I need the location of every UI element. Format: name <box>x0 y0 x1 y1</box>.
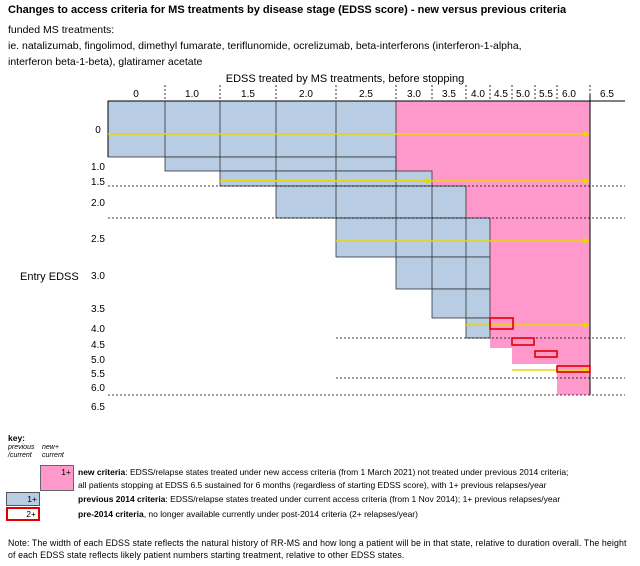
region-previous-block-2 <box>219 170 433 187</box>
key-text-new: : EDSS/relapse states treated under new … <box>125 467 569 477</box>
x-tick-0: 0 <box>133 89 139 100</box>
region-new-criteria <box>396 101 590 395</box>
key-label-previous: previous 2014 criteria <box>78 494 166 504</box>
chart-title: Changes to access criteria for MS treatm… <box>8 4 567 16</box>
x-tick-1.5: 1.5 <box>241 89 255 100</box>
y-tick-1.5: 1.5 <box>91 177 105 188</box>
x-tick-2.0: 2.0 <box>299 89 313 100</box>
key-text-new-2: all patients stopping at EDSS 6.5 sustai… <box>78 480 547 490</box>
key-text-previous: : EDSS/relapse states treated under curr… <box>165 494 561 504</box>
region-previous-block-7 <box>465 317 491 339</box>
x-tick-6.5: 6.5 <box>600 89 614 100</box>
y-tick-6.0: 6.0 <box>91 383 105 394</box>
key-marker-pre2014: 2+ <box>26 509 36 519</box>
x-tick-1.0: 1.0 <box>185 89 199 100</box>
x-tick-2.5: 2.5 <box>359 89 373 100</box>
key-item-previous: previous 2014 criteria: EDSS/relapse sta… <box>78 494 560 504</box>
y-tick-4.0: 4.0 <box>91 324 105 335</box>
region-previous-block-6 <box>431 288 491 319</box>
pre2014-box-2 <box>534 350 558 358</box>
y-tick-1.0: 1.0 <box>91 162 105 173</box>
key-item-pre2014: pre-2014 criteria, no longer available c… <box>78 509 418 519</box>
y-tick-2.0: 2.0 <box>91 198 105 209</box>
x-tick-3.5: 3.5 <box>442 89 456 100</box>
region-previous-block-1 <box>164 156 397 172</box>
arrow-head-2 <box>584 178 590 184</box>
arrow-head-4 <box>584 322 590 328</box>
x-tick-4.5: 4.5 <box>494 89 508 100</box>
key-item-new: new criteria: EDSS/relapse states treate… <box>78 467 568 477</box>
key-swatch-pre2014: 2+ <box>6 507 40 521</box>
pre2014-box-0 <box>489 317 514 330</box>
y-tick-0: 0 <box>95 125 101 136</box>
subtitle-line-3: interferon beta-1-beta), glatiramer acet… <box>8 56 203 68</box>
x-tick-3.0: 3.0 <box>407 89 421 100</box>
y-tick-5.5: 5.5 <box>91 369 105 380</box>
subtitle-line-2: ie. natalizumab, fingolimod, dimethyl fu… <box>8 40 522 52</box>
key-label-pre2014: pre-2014 criteria <box>78 509 144 519</box>
note: Note: The width of each EDSS state refle… <box>8 538 627 560</box>
y-tick-3.0: 3.0 <box>91 271 105 282</box>
arrow-head-0 <box>584 131 590 137</box>
region-previous-block-0 <box>107 100 397 158</box>
key-text-pre2014: , no longer available currently under po… <box>143 509 418 519</box>
key-col-new: new+ current <box>42 444 64 459</box>
x-tick-5.5: 5.5 <box>539 89 553 100</box>
y-tick-5.0: 5.0 <box>91 355 105 366</box>
left-axis-label: Entry EDSS <box>20 271 79 283</box>
y-tick-2.5: 2.5 <box>91 234 105 245</box>
top-axis-label: EDSS treated by MS treatments, before st… <box>226 73 464 85</box>
key-marker-new: 1+ <box>61 467 71 477</box>
region-previous-block-5 <box>395 256 491 290</box>
region-previous-block-3 <box>275 185 467 219</box>
y-tick-3.5: 3.5 <box>91 304 105 315</box>
key-heading: key: <box>8 433 26 443</box>
x-tick-5.0: 5.0 <box>516 89 530 100</box>
subtitle-line-1: funded MS treatments: <box>8 24 115 36</box>
y-tick-6.5: 6.5 <box>91 402 105 413</box>
key-swatch-previous: 1+ <box>6 492 40 506</box>
key-marker-previous: 1+ <box>27 494 37 504</box>
x-tick-6.0: 6.0 <box>562 89 576 100</box>
pre2014-box-1 <box>511 337 535 346</box>
pre2014-box-3 <box>556 365 591 373</box>
key-col-previous: previous /current <box>8 444 35 459</box>
x-tick-4.0: 4.0 <box>471 89 485 100</box>
key-label-new: new criteria <box>78 467 126 477</box>
key-swatch-new: 1+ <box>40 465 74 491</box>
region-previous-block-4 <box>335 217 491 258</box>
y-tick-4.5: 4.5 <box>91 340 105 351</box>
arrow-head-3 <box>584 238 590 244</box>
